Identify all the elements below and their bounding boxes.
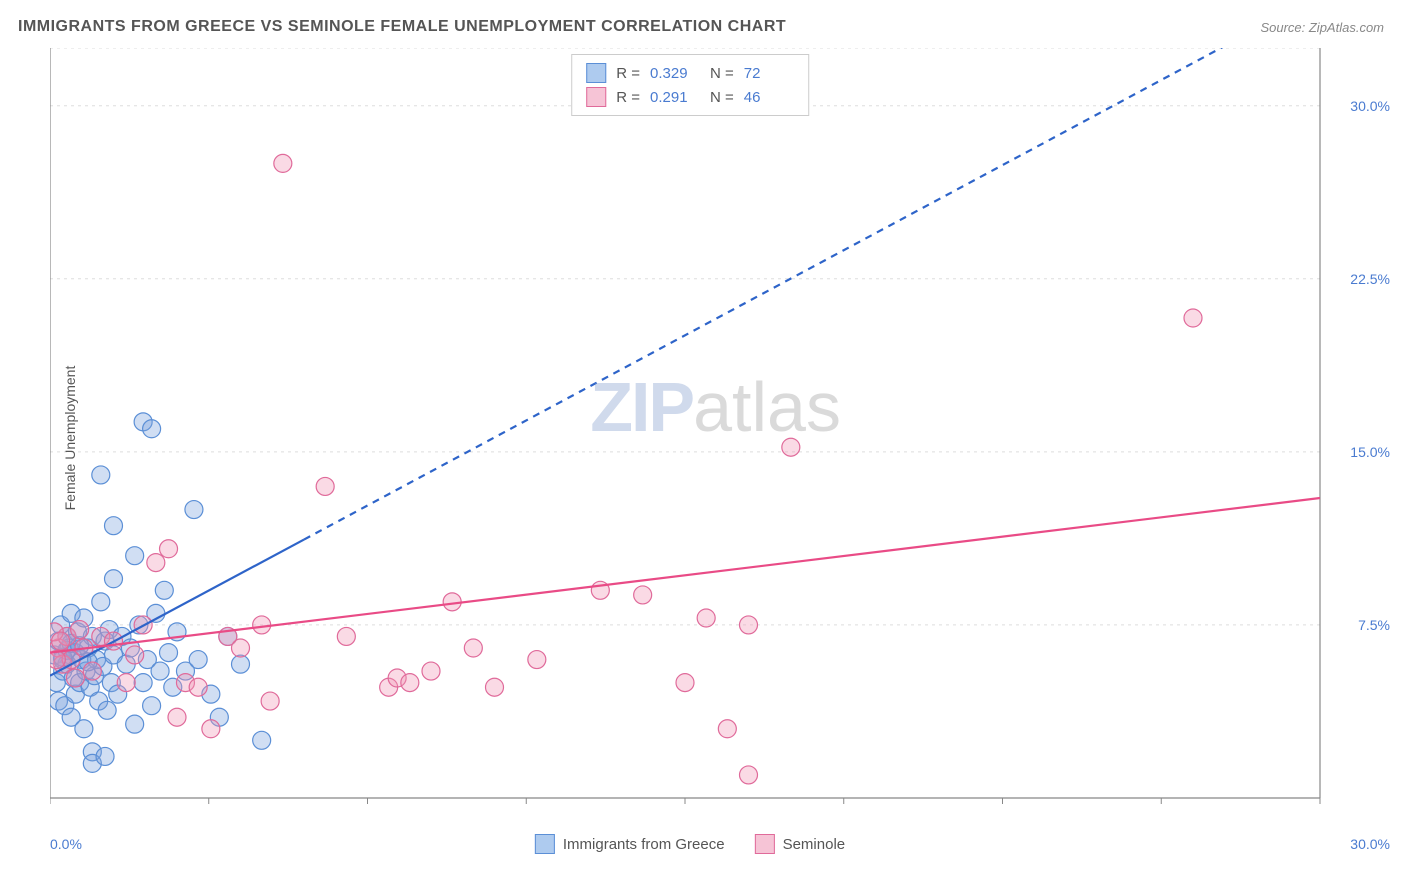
r-label: R =	[616, 65, 640, 82]
r-label: R =	[616, 89, 640, 106]
r-value-seminole: 0.291	[650, 89, 700, 106]
legend-label: Immigrants from Greece	[563, 836, 725, 853]
x-tick-min: 0.0%	[50, 836, 82, 852]
source-attribution: Source: ZipAtlas.com	[1260, 20, 1384, 35]
legend-item-greece: Immigrants from Greece	[535, 834, 725, 854]
scatter-plot: Female Unemployment ZIPatlas R = 0.329 N…	[50, 48, 1330, 828]
legend-item-seminole: Seminole	[755, 834, 846, 854]
n-value-seminole: 46	[744, 89, 794, 106]
legend-label: Seminole	[783, 836, 846, 853]
n-label: N =	[710, 65, 734, 82]
x-tick-max: 30.0%	[1350, 836, 1390, 852]
legend-row-greece: R = 0.329 N = 72	[586, 61, 794, 85]
y-tick-label: 15.0%	[1350, 444, 1390, 460]
correlation-legend: R = 0.329 N = 72 R = 0.291 N = 46	[571, 54, 809, 116]
y-axis-label: Female Unemployment	[62, 366, 78, 511]
y-tick-label: 7.5%	[1358, 617, 1390, 633]
n-value-greece: 72	[744, 65, 794, 82]
chart-title: IMMIGRANTS FROM GREECE VS SEMINOLE FEMAL…	[18, 18, 786, 36]
swatch-icon	[755, 834, 775, 854]
swatch-icon	[535, 834, 555, 854]
y-tick-label: 22.5%	[1350, 271, 1390, 287]
swatch-greece	[586, 63, 606, 83]
r-value-greece: 0.329	[650, 65, 700, 82]
swatch-seminole	[586, 87, 606, 107]
y-tick-label: 30.0%	[1350, 98, 1390, 114]
legend-row-seminole: R = 0.291 N = 46	[586, 85, 794, 109]
n-label: N =	[710, 89, 734, 106]
series-legend: Immigrants from Greece Seminole	[535, 834, 845, 854]
chart-canvas	[50, 48, 1330, 828]
